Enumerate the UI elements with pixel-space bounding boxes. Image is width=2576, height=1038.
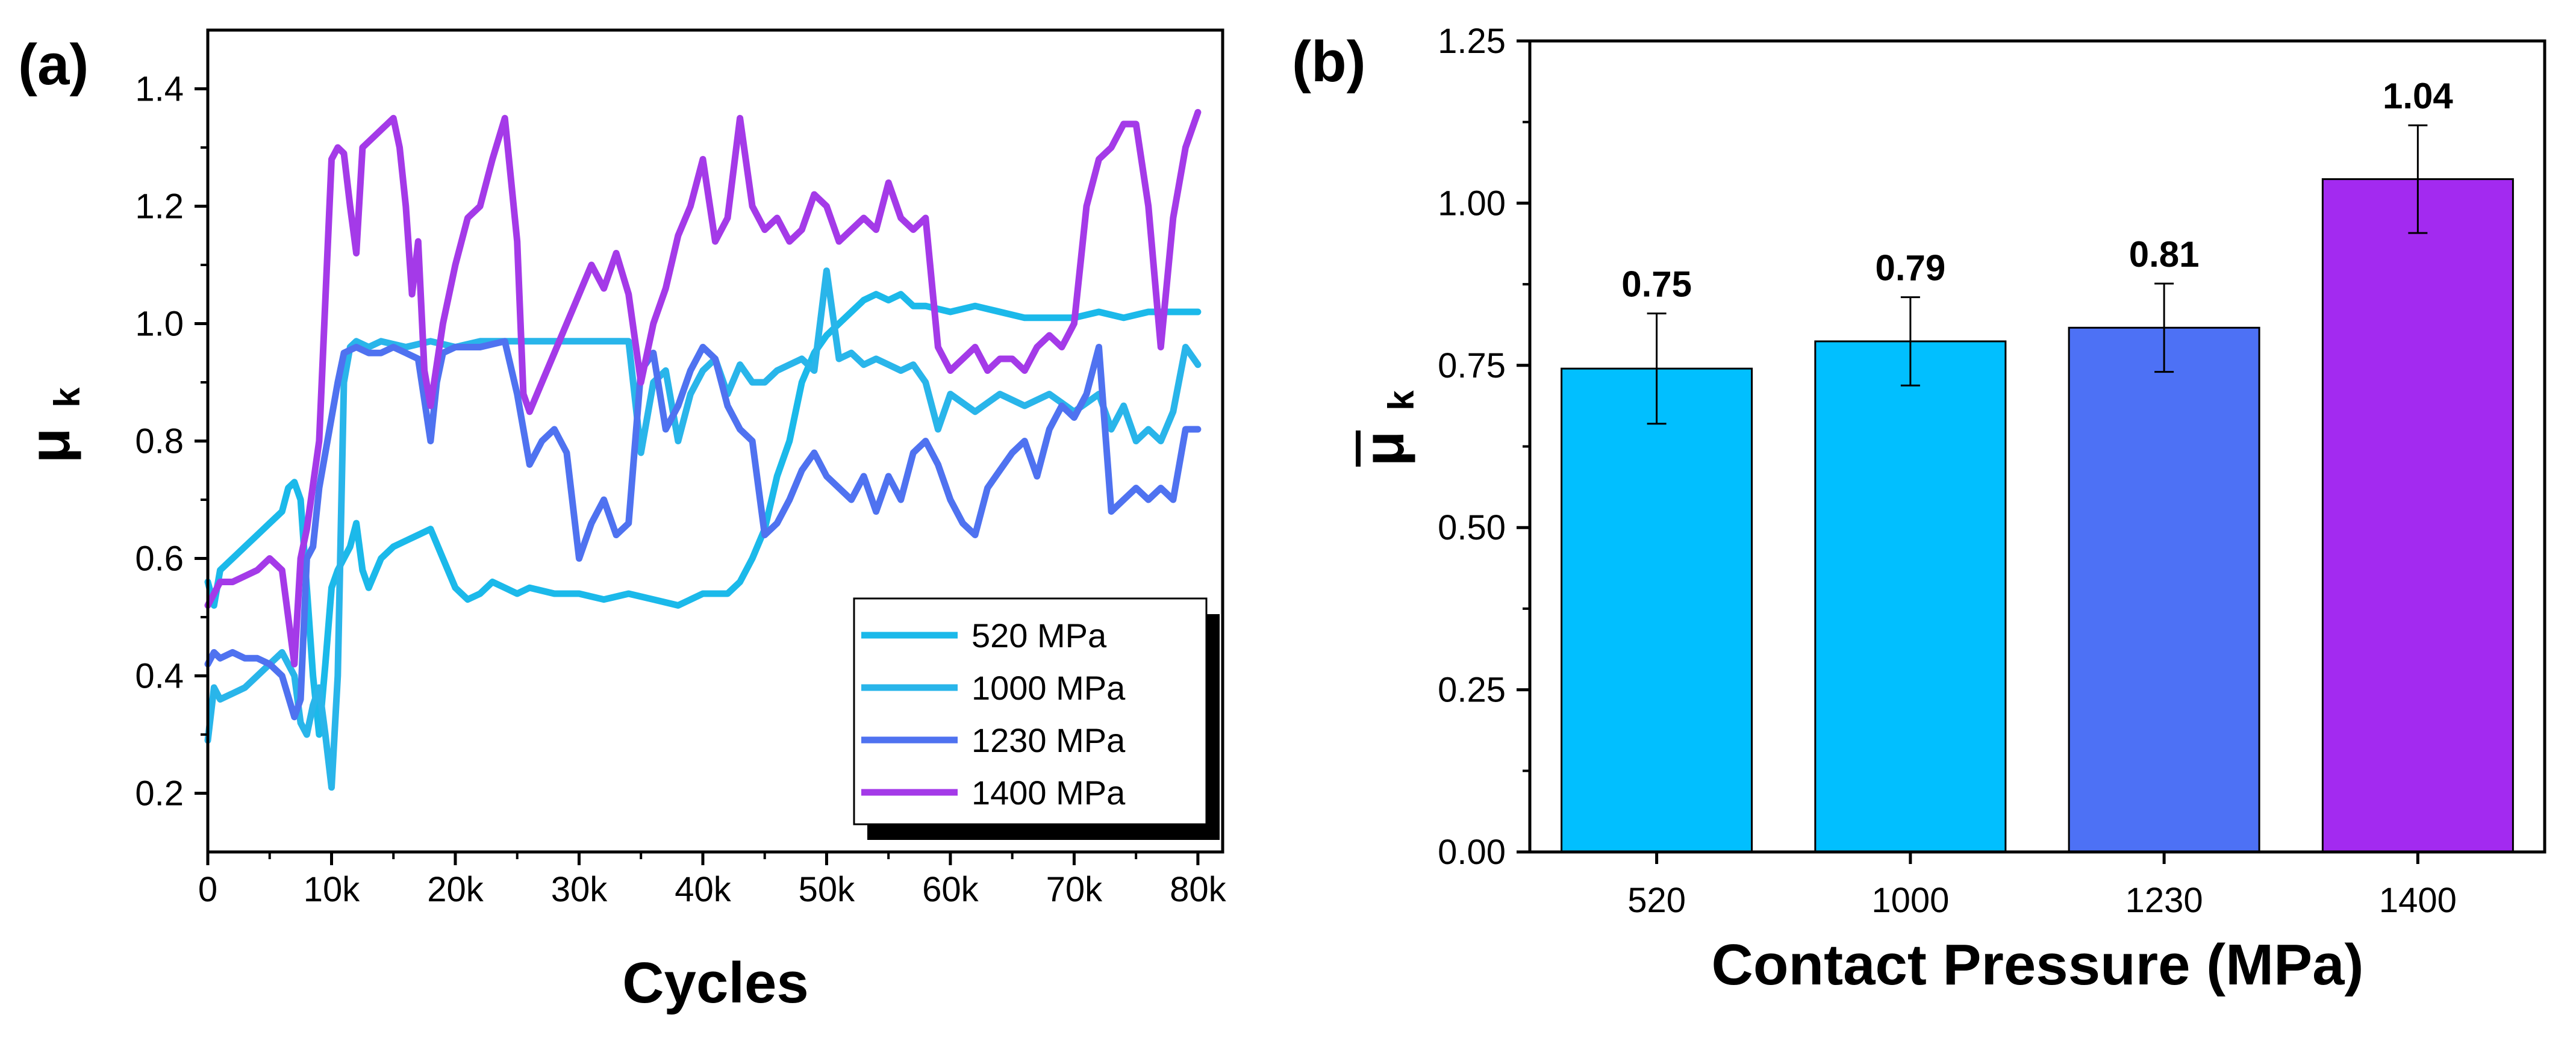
legend-label-0: 520 MPa	[971, 617, 1107, 654]
x-tick-label: 10k	[304, 870, 361, 909]
y-tick-label: 1.0	[135, 305, 184, 344]
x-tick-label: 0	[198, 870, 217, 909]
x-tick-label: 60k	[922, 870, 979, 909]
plot-b-x-ticks: 520 1000 1230 1400	[1627, 852, 2457, 920]
plot-a-x-ticks: 0 10k 20k 30k 40k 50k 60k 70k 80k	[198, 852, 1227, 909]
plot-b-x-axis-title: Contact Pressure (MPa)	[1712, 933, 2364, 997]
plot-a-x-axis-title: Cycles	[622, 951, 809, 1015]
x-tick-label: 1230	[2125, 881, 2203, 920]
legend-label-2: 1230 MPa	[971, 721, 1126, 759]
series-line-3	[204, 109, 1202, 668]
y-tick-label: 0.6	[135, 539, 184, 579]
x-tick-label: 50k	[799, 870, 856, 909]
bar-value-label-1000: 0.79	[1875, 248, 1945, 288]
y-tick-label: 0.25	[1438, 671, 1506, 710]
y-tick-label: 1.25	[1438, 22, 1506, 61]
plot-a-lines	[204, 109, 1202, 791]
y-tick-label: 0.4	[135, 657, 184, 696]
plot-b-y-axis-symbol: μ	[1352, 431, 1416, 467]
series-line-0	[204, 291, 1202, 738]
x-tick-label: 40k	[675, 870, 732, 909]
series-line-2	[204, 338, 1202, 721]
bar-1000	[1814, 340, 2007, 853]
plot-a-y-axis-subscript: k	[47, 387, 87, 408]
x-tick-label: 1000	[1871, 881, 1949, 920]
plot-a-legend: 520 MPa 1000 MPa 1230 MPa 1400 MPa	[853, 597, 1220, 840]
plot-b-y-axis-title: μ k	[1352, 390, 1421, 467]
x-tick-label: 80k	[1170, 870, 1227, 909]
y-tick-label: 1.2	[135, 187, 184, 226]
bar-value-label-1230: 0.81	[2129, 234, 2200, 275]
legend-label-3: 1400 MPa	[971, 774, 1126, 812]
y-tick-label: 0.00	[1438, 833, 1506, 872]
plot-b-y-axis-subscript: k	[1381, 390, 1421, 411]
y-tick-label: 0.2	[135, 774, 184, 813]
legend-label-1: 1000 MPa	[971, 669, 1126, 707]
bar-value-label-1400: 1.04	[2383, 76, 2453, 116]
y-tick-label: 1.00	[1438, 184, 1506, 223]
plot-a-y-ticks: 0.2 0.4 0.6 0.8 1.0 1.2 1.4	[135, 70, 208, 813]
plot-a-y-axis-title: μ k	[17, 387, 87, 464]
y-tick-label: 0.50	[1438, 508, 1506, 547]
bar-1400	[2321, 178, 2514, 853]
y-tick-label: 0.75	[1438, 346, 1506, 385]
panel-label-b: (b)	[1292, 30, 1366, 94]
x-tick-label: 70k	[1046, 870, 1103, 909]
x-tick-label: 520	[1627, 881, 1686, 920]
y-tick-label: 0.8	[135, 422, 184, 461]
bar-520	[1561, 367, 1753, 853]
bar-value-label-520: 0.75	[1621, 264, 1692, 305]
plot-a-y-axis-symbol: μ	[17, 428, 82, 464]
plot-b-bars: 0.75 0.79 0.81 1.04	[1561, 76, 2514, 853]
y-tick-label: 1.4	[135, 70, 184, 109]
bar-1230	[2068, 326, 2260, 853]
panel-label-a: (a)	[18, 33, 89, 97]
x-tick-label: 30k	[551, 870, 608, 909]
x-tick-label: 1400	[2379, 881, 2457, 920]
x-tick-label: 20k	[427, 870, 484, 909]
plot-b-y-ticks: 0.00 0.25 0.50 0.75 1.00 1.25	[1438, 22, 1530, 872]
series-line-1	[204, 267, 1202, 791]
